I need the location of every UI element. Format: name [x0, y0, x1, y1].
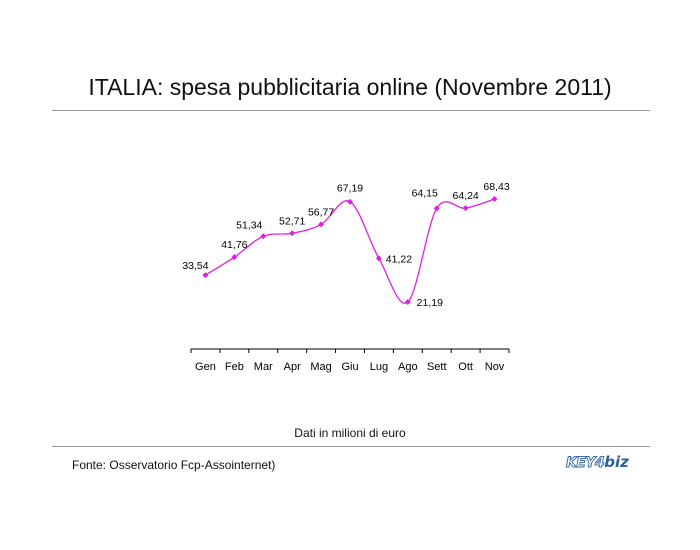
data-label: 67,19	[337, 183, 363, 195]
data-label: 64,15	[412, 187, 438, 199]
x-tick-label: Mag	[310, 361, 331, 373]
x-tick-label: Ott	[458, 361, 473, 373]
x-tick-label: Sett	[427, 361, 447, 373]
data-label: 51,34	[236, 219, 262, 231]
data-point	[462, 205, 469, 212]
x-tick-label: Ago	[398, 361, 418, 373]
x-tick-label: Nov	[485, 361, 505, 373]
source-text: Fonte: Osservatorio Fcp-Assointernet)	[72, 458, 276, 472]
logo-key4: KEY4	[565, 455, 605, 472]
data-point	[404, 299, 411, 305]
data-point	[375, 255, 382, 262]
data-label: 64,24	[452, 190, 478, 202]
chart-title: ITALIA: spesa pubblicitaria online (Nove…	[88, 74, 612, 100]
top-divider	[52, 110, 650, 111]
data-label: 68,43	[483, 181, 509, 193]
x-tick-label: Gen	[195, 361, 216, 373]
series-line	[205, 198, 495, 304]
x-tick-label: Apr	[284, 361, 301, 373]
units-note: Dati in milioni di euro	[294, 426, 406, 440]
data-point	[260, 233, 267, 240]
x-axis: Gen Feb Mar Apr Mag Giu Lug Ago Sett Ott Nov	[190, 348, 510, 373]
data-label: 41,22	[386, 253, 412, 265]
data-label: 52,71	[279, 215, 305, 227]
data-point	[202, 272, 209, 279]
logo-biz: biz	[604, 453, 629, 471]
data-label: 41,76	[221, 239, 247, 251]
data-point	[433, 205, 440, 212]
data-label: 56,77	[308, 206, 334, 218]
x-tick-label: Giu	[341, 361, 358, 373]
bottom-divider	[52, 446, 650, 447]
data-label: 21,19	[417, 297, 443, 309]
x-tick-label: Lug	[370, 361, 388, 373]
data-point	[491, 196, 498, 202]
data-point	[347, 198, 353, 205]
x-tick-label: Mar	[254, 361, 273, 373]
data-point	[231, 254, 238, 261]
data-point	[289, 230, 296, 237]
key4biz-logo: KEY4biz	[565, 452, 640, 474]
data-label: 33,54	[182, 260, 208, 272]
data-point	[318, 221, 325, 228]
x-tick-label: Feb	[225, 361, 244, 373]
data-markers	[202, 196, 498, 305]
